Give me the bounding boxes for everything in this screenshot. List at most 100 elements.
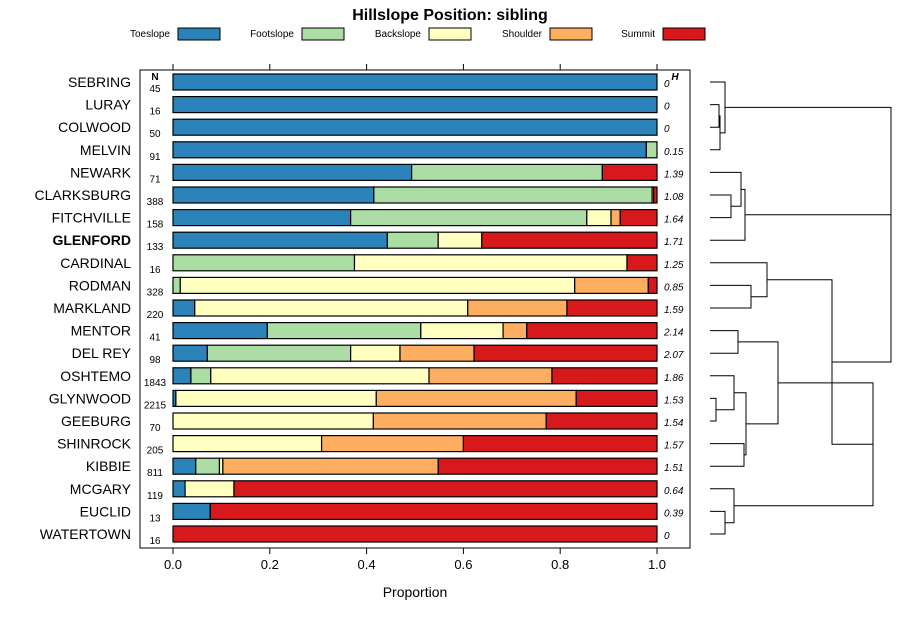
legend-swatch-summit xyxy=(662,27,706,41)
n-value: 41 xyxy=(149,333,161,344)
h-value: 0 xyxy=(664,531,670,542)
bar-segment-backslope xyxy=(194,299,469,317)
bar-segment-footslope xyxy=(172,254,356,272)
x-tick-label: 1.0 xyxy=(648,557,666,572)
row-watertown: WATERTOWN 16 0 xyxy=(40,525,670,547)
bar-segment-backslope xyxy=(172,435,323,453)
row-glenford: GLENFORD 133 1.71 xyxy=(52,231,683,253)
row-markland: MARKLAND 220 1.59 xyxy=(53,299,684,321)
bar-rows: SEBRING 45 0 LURAY 16 0 COLWOOD 50 0 MELVIN 91 0.15… xyxy=(35,73,684,547)
chart-title: Hillslope Position: sibling xyxy=(352,7,548,24)
bar-segment-backslope xyxy=(586,209,612,227)
bar-segment-summit xyxy=(575,389,658,407)
bar-segment-footslope xyxy=(350,209,588,227)
n-value: 70 xyxy=(149,423,161,434)
x-tick-label: 0.2 xyxy=(261,557,279,572)
bar-segment-backslope xyxy=(437,231,483,249)
n-column-header: N xyxy=(151,72,158,83)
bar-segment-backslope xyxy=(350,344,401,362)
bar-segment-footslope xyxy=(206,344,352,362)
bar-segment-toeslope xyxy=(172,367,192,385)
x-axis-label: Proportion xyxy=(383,584,448,600)
bar-segment-toeslope xyxy=(172,299,196,317)
bar-segment-toeslope xyxy=(172,344,208,362)
bar-segment-footslope xyxy=(411,163,603,181)
n-value: 91 xyxy=(149,152,161,163)
soil-label: EUCLID xyxy=(80,503,131,519)
n-value: 388 xyxy=(147,197,164,208)
bar-segment-summit xyxy=(545,412,658,430)
n-value: 1843 xyxy=(144,378,167,389)
bar-segment-toeslope xyxy=(172,141,647,159)
row-rodman: RODMAN 328 0.85 xyxy=(69,276,684,298)
x-tick-label: 0.6 xyxy=(454,557,472,572)
bar-segment-footslope xyxy=(172,276,181,294)
top-axis-ticks xyxy=(172,64,658,70)
row-sebring: SEBRING 45 0 xyxy=(68,73,670,95)
bar-segment-toeslope xyxy=(172,322,268,340)
row-oshtemo: OSHTEMO 1843 1.86 xyxy=(60,367,684,389)
dendro-link xyxy=(710,443,745,467)
n-value: 50 xyxy=(149,129,161,140)
h-value: 1.08 xyxy=(664,192,684,203)
dendro-link xyxy=(710,330,739,354)
dendro-link xyxy=(738,341,779,425)
row-clarksburg: CLARKSBURG 388 1.08 xyxy=(35,186,684,208)
bar-segment-shoulder xyxy=(574,276,649,294)
bar-segment-backslope xyxy=(179,276,576,294)
bar-segment-summit xyxy=(647,276,658,294)
dendro-link xyxy=(710,262,768,298)
legend-label-footslope: Footslope xyxy=(250,29,294,40)
row-luray: LURAY 16 0 xyxy=(85,95,670,118)
h-value: 1.64 xyxy=(664,215,684,226)
dendro-link xyxy=(725,106,892,216)
h-value: 0.15 xyxy=(664,147,684,158)
soil-label: OSHTEMO xyxy=(60,368,131,384)
soil-label: WATERTOWN xyxy=(40,526,131,542)
n-value: 328 xyxy=(147,287,164,298)
bar-segment-backslope xyxy=(353,254,628,272)
dendro-link xyxy=(710,171,742,207)
soil-label: MARKLAND xyxy=(53,300,131,316)
h-value: 1.54 xyxy=(664,418,684,429)
h-value: 0.39 xyxy=(664,508,684,519)
h-value: 1.53 xyxy=(664,395,684,406)
bar-segment-shoulder xyxy=(428,367,553,385)
h-value: 1.25 xyxy=(664,260,684,271)
bar-segment-toeslope xyxy=(172,209,352,227)
dendro-link xyxy=(710,375,735,411)
h-value: 1.51 xyxy=(664,463,683,474)
row-shinrock: SHINROCK 205 1.57 xyxy=(57,435,684,457)
bar-segment-backslope xyxy=(175,389,377,407)
row-newark: NEWARK 71 1.39 xyxy=(70,163,684,185)
bar-segment-shoulder xyxy=(399,344,475,362)
x-tick-label: 0.4 xyxy=(358,557,376,572)
soil-label: DEL REY xyxy=(72,345,132,361)
bar-segment-shoulder xyxy=(467,299,568,317)
bar-segment-summit xyxy=(526,322,658,340)
h-value: 1.59 xyxy=(664,305,684,316)
bar-segment-toeslope xyxy=(172,231,389,249)
soil-label: MENTOR xyxy=(71,323,131,339)
h-value: 1.39 xyxy=(664,169,684,180)
soil-label: MELVIN xyxy=(80,142,131,158)
bar-segment-toeslope xyxy=(172,73,658,91)
bar-segment-toeslope xyxy=(172,118,658,136)
legend-swatch-toeslope xyxy=(177,27,221,41)
bar-segment-toeslope xyxy=(172,95,658,114)
legend-label-backslope: Backslope xyxy=(375,29,422,40)
bar-segment-summit xyxy=(653,186,658,204)
soil-label: GEEBURG xyxy=(61,413,131,429)
h-value: 0 xyxy=(664,102,670,113)
n-value: 16 xyxy=(149,107,161,118)
dendro-link xyxy=(710,194,732,219)
h-value: 2.14 xyxy=(663,328,684,339)
n-value: 220 xyxy=(147,310,164,321)
legend-swatch-footslope xyxy=(301,27,345,41)
h-value: 0 xyxy=(664,79,670,90)
legend-swatch-backslope xyxy=(428,27,472,41)
soil-label: GLYNWOOD xyxy=(49,390,131,406)
row-del-rey: DEL REY 98 2.07 xyxy=(72,344,684,366)
dendro-link xyxy=(710,284,752,309)
